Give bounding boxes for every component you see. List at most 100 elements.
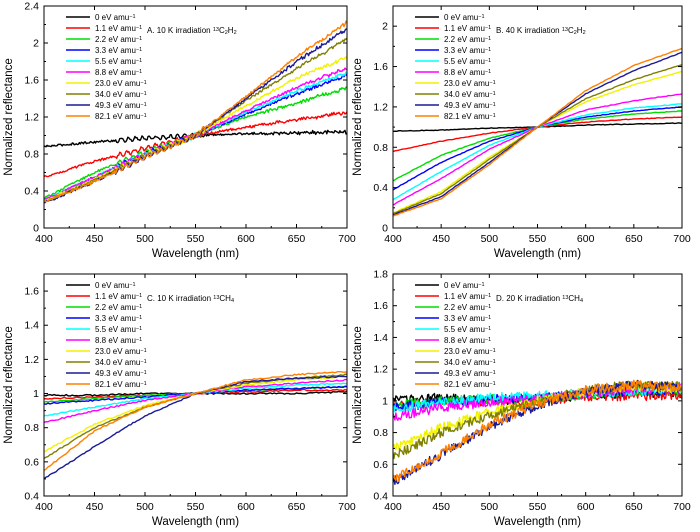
y-axis-label: Normalized reflectance <box>352 326 364 444</box>
legend-label: 8.8 eV amu−1 <box>95 68 142 77</box>
legend-label: 0 eV amu−1 <box>95 13 136 22</box>
y-tick-label: 1.6 <box>24 286 39 298</box>
series-line-4 <box>393 385 682 413</box>
legend-label: 49.3 eV amu−1 <box>444 101 496 110</box>
x-tick-label: 600 <box>237 501 255 513</box>
legend-label: 2.2 eV amu−1 <box>444 303 491 312</box>
x-axis-label: Wavelength (nm) <box>494 248 581 260</box>
y-tick-label: 1.6 <box>24 75 39 87</box>
y-tick-label: 0.4 <box>24 186 39 198</box>
legend: 0 eV amu−1 1.1 eV amu−1 2.2 eV amu−1 3.3 eV… <box>66 13 147 121</box>
legend-label: 2.2 eV amu−1 <box>95 35 142 44</box>
legend-label: 1.1 eV amu−1 <box>95 24 142 33</box>
legend-label: 34.0 eV amu−1 <box>444 358 496 367</box>
panel-title: B. 40 K irradiation 13C2H2 <box>496 26 586 36</box>
x-tick-label: 650 <box>288 233 306 245</box>
x-axis-label: Wavelength (nm) <box>152 516 239 528</box>
y-tick-label: 0 <box>33 223 39 235</box>
x-tick-label: 650 <box>625 501 643 513</box>
legend-label: 0 eV amu−1 <box>444 281 485 290</box>
y-tick-label: 0.8 <box>24 149 39 161</box>
x-tick-label: 500 <box>136 501 154 513</box>
series-line-9 <box>44 20 347 203</box>
y-tick-label: 0.8 <box>24 422 39 434</box>
series-line-9 <box>393 47 682 217</box>
x-tick-label: 500 <box>136 233 154 245</box>
legend-label: 3.3 eV amu−1 <box>95 46 142 55</box>
series-line-1 <box>44 111 347 178</box>
y-tick-label: 2 <box>382 21 388 33</box>
y-tick-label: 2 <box>33 38 39 50</box>
legend-label: 8.8 eV amu−1 <box>95 336 142 345</box>
legend-label: 23.0 eV amu−1 <box>95 347 147 356</box>
x-tick-label: 650 <box>625 233 643 245</box>
series-line-7 <box>44 37 347 204</box>
series-line-9 <box>393 379 682 482</box>
panel-title: C. 10 K irradiation 13CH4 <box>147 294 234 304</box>
x-tick-label: 550 <box>529 501 547 513</box>
legend-label: 49.3 eV amu−1 <box>95 369 147 378</box>
x-tick-label: 700 <box>338 233 356 245</box>
legend-label: 5.5 eV amu−1 <box>444 325 491 334</box>
legend-label: 3.3 eV amu−1 <box>444 314 491 323</box>
legend-label: 2.2 eV amu−1 <box>95 303 142 312</box>
series-line-7 <box>44 373 347 460</box>
x-tick-label: 450 <box>432 501 450 513</box>
x-tick-label: 700 <box>338 501 356 513</box>
y-tick-label: 0.4 <box>373 182 388 194</box>
y-tick-label: 2.4 <box>24 1 39 13</box>
legend-label: 1.1 eV amu−1 <box>444 292 491 301</box>
legend-label: 3.3 eV amu−1 <box>444 46 491 55</box>
series-lines <box>44 20 347 204</box>
x-tick-label: 700 <box>673 501 691 513</box>
legend-label: 82.1 eV amu−1 <box>444 380 496 389</box>
x-tick-label: 400 <box>384 233 402 245</box>
x-tick-label: 550 <box>529 233 547 245</box>
legend-label: 8.8 eV amu−1 <box>444 68 491 77</box>
x-tick-label: 500 <box>481 233 499 245</box>
y-axis-label: Normalized reflectance <box>3 58 15 176</box>
legend-label: 1.1 eV amu−1 <box>444 24 491 33</box>
legend-label: 5.5 eV amu−1 <box>444 57 491 66</box>
x-tick-label: 650 <box>288 501 306 513</box>
series-line-9 <box>44 370 347 471</box>
y-tick-label: 1.2 <box>24 354 39 366</box>
y-tick-label: 1.6 <box>373 61 388 73</box>
x-tick-label: 450 <box>86 233 104 245</box>
y-axis-label: Normalized reflectance <box>352 58 364 176</box>
y-tick-label: 1 <box>382 395 388 407</box>
series-line-8 <box>393 51 682 216</box>
y-tick-label: 0 <box>382 223 388 235</box>
legend-label: 1.1 eV amu−1 <box>95 292 142 301</box>
legend-label: 34.0 eV amu−1 <box>95 358 147 367</box>
x-tick-label: 400 <box>35 501 53 513</box>
x-axis-label: Wavelength (nm) <box>494 516 581 528</box>
y-tick-label: 1.2 <box>373 364 388 376</box>
x-tick-label: 450 <box>432 233 450 245</box>
legend-label: 82.1 eV amu−1 <box>95 112 147 121</box>
legend-label: 23.0 eV amu−1 <box>444 79 496 88</box>
chart-panel-b: 400 450 500 550 600 650 700 0 0.4 0.8 1.2 1.6 2 Wavel… <box>352 5 691 260</box>
legend: 0 eV amu−1 1.1 eV amu−1 2.2 eV amu−1 3.3 eV… <box>415 281 496 389</box>
y-tick-label: 0.8 <box>373 142 388 154</box>
legend-label: 3.3 eV amu−1 <box>95 314 142 323</box>
y-tick-label: 1.2 <box>24 112 39 124</box>
x-tick-label: 600 <box>237 233 255 245</box>
legend-label: 23.0 eV amu−1 <box>95 79 147 88</box>
legend-label: 0 eV amu−1 <box>95 281 136 290</box>
legend-label: 5.5 eV amu−1 <box>95 57 142 66</box>
legend-label: 49.3 eV amu−1 <box>95 101 147 110</box>
y-tick-label: 0.6 <box>24 456 39 468</box>
panel-title: D. 20 K irradiation 13CH4 <box>496 294 583 304</box>
series-line-2 <box>393 110 682 182</box>
y-tick-label: 0.4 <box>373 491 388 503</box>
series-lines <box>393 47 682 217</box>
legend: 0 eV amu−1 1.1 eV amu−1 2.2 eV amu−1 3.3 eV… <box>415 13 496 121</box>
legend-label: 82.1 eV amu−1 <box>95 380 147 389</box>
x-tick-label: 400 <box>384 501 402 513</box>
y-tick-label: 1.6 <box>373 300 388 312</box>
y-tick-label: 1.2 <box>373 101 388 113</box>
x-tick-label: 550 <box>187 501 205 513</box>
series-lines <box>44 370 347 480</box>
